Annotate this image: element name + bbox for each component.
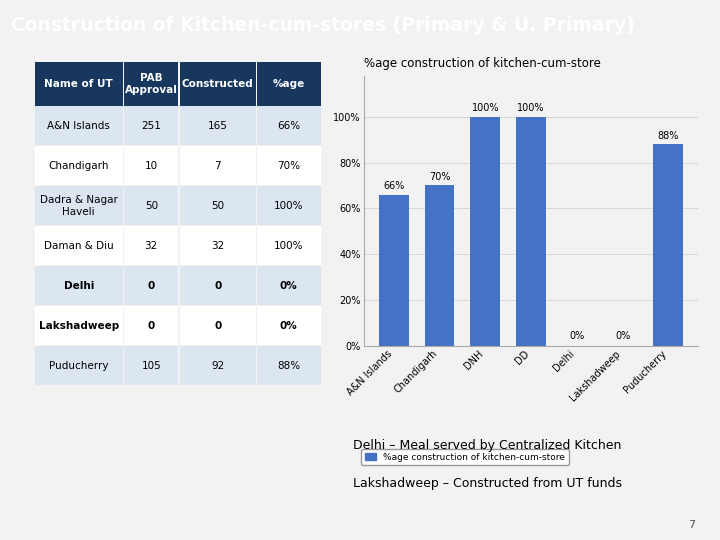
Text: Dadra & Nagar
Haveli: Dadra & Nagar Haveli [40,195,117,217]
Text: Lakshadweep – Constructed from UT funds: Lakshadweep – Constructed from UT funds [353,477,622,490]
Text: Name of UT: Name of UT [45,79,113,89]
Bar [379,194,408,346]
Legend: %age construction of kitchen-cum-store: %age construction of kitchen-cum-store [361,449,569,465]
Text: 0: 0 [148,321,155,331]
Text: 105: 105 [141,361,161,371]
Text: 100%: 100% [274,241,304,251]
FancyBboxPatch shape [257,62,320,106]
Text: 100%: 100% [517,103,545,113]
Text: 70%: 70% [277,161,300,171]
Text: 50: 50 [145,201,158,211]
Text: Puducherry: Puducherry [49,361,109,371]
FancyBboxPatch shape [124,266,179,305]
Text: 100%: 100% [274,201,304,211]
FancyBboxPatch shape [35,106,122,145]
Text: 0: 0 [214,321,222,331]
FancyBboxPatch shape [35,146,122,185]
FancyBboxPatch shape [35,266,122,305]
Text: 88%: 88% [657,131,679,141]
Text: 66%: 66% [277,121,300,131]
Text: 251: 251 [141,121,161,131]
FancyBboxPatch shape [180,106,256,145]
FancyBboxPatch shape [257,266,320,305]
FancyBboxPatch shape [124,106,179,145]
Text: 88%: 88% [277,361,300,371]
Text: Delhi – Meal served by Centralized Kitchen: Delhi – Meal served by Centralized Kitch… [353,439,621,452]
Text: 165: 165 [208,121,228,131]
Text: %age construction of kitchen-cum-store: %age construction of kitchen-cum-store [364,57,600,70]
FancyBboxPatch shape [35,346,122,385]
FancyBboxPatch shape [257,106,320,145]
FancyBboxPatch shape [257,306,320,345]
FancyBboxPatch shape [124,306,179,345]
Text: 32: 32 [211,241,225,251]
FancyBboxPatch shape [124,62,179,106]
Text: 0: 0 [148,281,155,291]
Text: 66%: 66% [383,181,405,191]
Text: Lakshadweep: Lakshadweep [39,321,119,331]
Text: 0%: 0% [615,331,630,341]
FancyBboxPatch shape [180,62,256,106]
Text: Construction of Kitchen-cum-stores (Primary & U. Primary): Construction of Kitchen-cum-stores (Prim… [11,16,634,35]
FancyBboxPatch shape [124,346,179,385]
Text: 0: 0 [214,281,222,291]
Bar [470,117,500,346]
FancyBboxPatch shape [124,146,179,185]
FancyBboxPatch shape [124,226,179,265]
Text: 70%: 70% [428,172,450,182]
Text: 0%: 0% [280,281,298,291]
FancyBboxPatch shape [180,226,256,265]
Text: 7: 7 [215,161,221,171]
FancyBboxPatch shape [257,346,320,385]
FancyBboxPatch shape [124,186,179,225]
FancyBboxPatch shape [257,146,320,185]
Text: 0%: 0% [569,331,585,341]
FancyBboxPatch shape [180,146,256,185]
FancyBboxPatch shape [257,226,320,265]
FancyBboxPatch shape [35,226,122,265]
FancyBboxPatch shape [257,186,320,225]
Bar [654,144,683,346]
Text: PAB
Approval: PAB Approval [125,73,178,95]
Text: Chandigarh: Chandigarh [48,161,109,171]
Text: 32: 32 [145,241,158,251]
Bar [516,117,546,346]
Text: 100%: 100% [472,103,499,113]
Text: 0%: 0% [280,321,298,331]
Text: 10: 10 [145,161,158,171]
Bar [425,185,454,346]
FancyBboxPatch shape [35,306,122,345]
Text: 92: 92 [211,361,225,371]
Text: Constructed: Constructed [182,79,253,89]
Text: 7: 7 [688,520,695,530]
FancyBboxPatch shape [180,186,256,225]
Text: A&N Islands: A&N Islands [48,121,110,131]
Text: Delhi: Delhi [63,281,94,291]
FancyBboxPatch shape [35,62,122,106]
FancyBboxPatch shape [35,186,122,225]
FancyBboxPatch shape [180,266,256,305]
Text: Daman & Diu: Daman & Diu [44,241,114,251]
Text: 50: 50 [211,201,225,211]
Text: %age: %age [273,79,305,89]
FancyBboxPatch shape [180,346,256,385]
FancyBboxPatch shape [180,306,256,345]
